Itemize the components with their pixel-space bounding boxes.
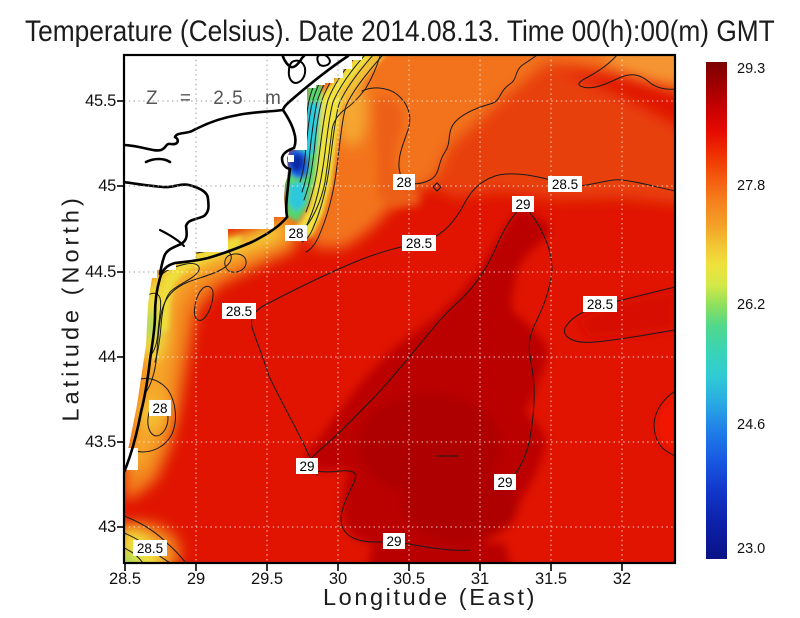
svg-text:29: 29 (386, 534, 401, 549)
svg-text:28.5: 28.5 (552, 177, 578, 192)
svg-text:29: 29 (515, 197, 530, 212)
svg-text:29: 29 (299, 459, 314, 474)
svg-text:28.5: 28.5 (226, 304, 252, 319)
svg-text:28.5: 28.5 (137, 541, 163, 556)
svg-text:28: 28 (288, 226, 303, 241)
svg-text:29: 29 (497, 475, 512, 490)
svg-text:28.5: 28.5 (587, 297, 613, 312)
svg-text:28: 28 (396, 175, 411, 190)
svg-text:28.5: 28.5 (406, 236, 432, 251)
svg-text:28: 28 (152, 401, 167, 416)
